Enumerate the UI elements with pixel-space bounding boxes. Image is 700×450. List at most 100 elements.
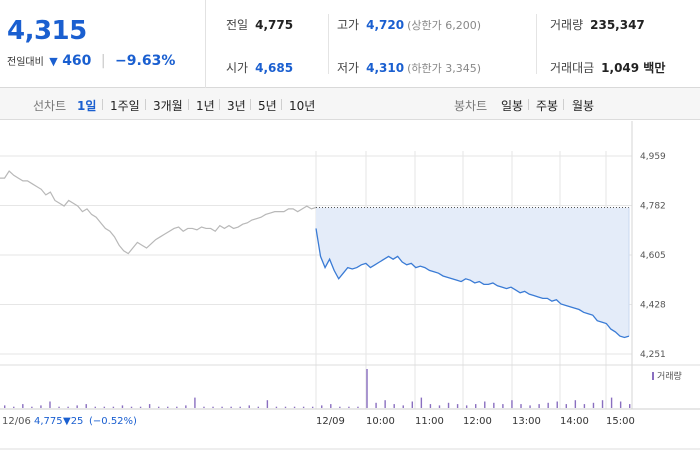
prev-close-value: 4,775 [255,18,294,32]
x-tick-label: 13:00 [512,416,541,427]
low-cell: 저가 4,310 (하한가 3,345) [337,59,481,79]
period-5y-tab[interactable]: 5년 [258,99,277,113]
x-tick-label: 14:00 [560,416,589,427]
volume-bar [475,404,477,408]
y-tick-label: 4,605 [640,251,666,261]
volume-bar [330,404,332,408]
open-value: 4,685 [255,61,294,75]
period-1w-tab[interactable]: 1주일 [110,99,140,113]
volume-bar [402,405,404,408]
volume-bar [167,406,169,408]
volume-legend-swatch [652,372,654,380]
volume-bar [583,404,586,408]
change-row: 전일대비 ▼ 460 | −9.63% [7,53,175,69]
volume-bar [85,404,87,408]
volume-bar [311,406,314,408]
volume-value: 235,347 [590,18,645,32]
period-1y-tab[interactable]: 1년 [196,99,215,113]
volume-bar [130,406,133,408]
volume-bar [212,406,214,408]
prev-close-label: 전일 [226,18,249,32]
volume-bar [529,405,531,408]
line-chart-label: 선차트 [33,99,67,113]
volume-bar [257,406,260,408]
volume-bar [348,406,350,408]
today-line [315,228,630,339]
weekly-candle-tab[interactable]: 주봉 [536,99,559,113]
volume-bar [40,405,42,408]
today-area-fill [316,207,629,338]
down-triangle-icon: ▼ [49,55,58,68]
toolbar-separator [528,99,529,110]
volume-bar [565,404,567,408]
volume-bar [511,400,513,408]
period-3y-tab[interactable]: 3년 [227,99,246,113]
period-10y-tab[interactable]: 10년 [289,99,316,113]
change-percent: −9.63% [115,53,176,69]
volume-cell: 거래량 235,347 [550,16,645,36]
high-value: 4,720 [366,18,405,32]
monthly-candle-tab[interactable]: 월봉 [572,99,595,113]
volume-bar [4,405,6,408]
x-tick-label: 10:00 [366,416,395,427]
volume-bar [121,405,124,408]
volume-bar [493,402,495,408]
volume-bar [502,404,504,408]
low-value: 4,310 [366,61,405,75]
change-label: 전일대비 [7,57,44,68]
volume-bar [13,406,15,408]
volume-bar [520,404,522,408]
volume-bar [629,404,631,408]
prev-day-line [0,170,317,255]
volume-bar [230,406,232,408]
volume-bar [148,404,151,408]
volume-bar [275,406,278,408]
volume-bar [176,406,178,408]
volume-bar [203,406,205,408]
daily-candle-tab[interactable]: 일봉 [501,99,524,113]
high-label: 고가 [337,18,360,32]
volume-bar [375,402,377,408]
chart-toolbar: 선차트 1일 1주일 3개월 1년 3년 5년 10년 봉차트 일봉 주봉 월봉 [0,88,700,120]
volume-bar [438,405,441,408]
volume-bar [112,406,115,408]
volume-bar [31,406,33,408]
y-tick-label: 4,782 [640,202,666,212]
toolbar-separator [219,99,220,110]
x-tick-label: 12:00 [463,416,492,427]
volume-bar [302,406,305,408]
volume-bar [94,406,96,408]
prev-close-footer: 4,775 [34,416,63,427]
toolbar-separator [281,99,282,110]
period-1d-tab[interactable]: 1일 [77,99,97,113]
toolbar-separator [250,99,251,110]
volume-bar [157,406,160,408]
low-label: 저가 [337,61,360,75]
amount-value: 1,049 백만 [601,61,666,75]
lower-limit: (하한가 3,345) [407,62,481,75]
volume-bar [420,397,423,408]
volume-bar [619,401,622,408]
toolbar-separator [102,99,103,110]
volume-bar [556,401,558,408]
divider [328,14,329,74]
y-tick-label: 4,428 [640,301,666,311]
volume-bar [185,405,187,408]
volume-bar [339,406,341,408]
upper-limit: (상한가 6,200) [407,19,481,32]
volume-bar [194,397,196,408]
change-amount: 460 [62,53,92,69]
amount-label: 거래대금 [550,61,595,75]
x-tick-label: 12/06 [2,416,31,427]
period-3m-tab[interactable]: 3개월 [153,99,183,113]
volume-bar [574,400,577,408]
volume-bar [538,404,540,408]
toolbar-separator [563,99,564,110]
volume-bar [58,406,60,408]
x-tick-label: 15:00 [606,416,635,427]
volume-bar [284,406,287,408]
volume-bar [221,406,223,408]
volume-bar [366,369,368,408]
open-label: 시가 [226,61,249,75]
